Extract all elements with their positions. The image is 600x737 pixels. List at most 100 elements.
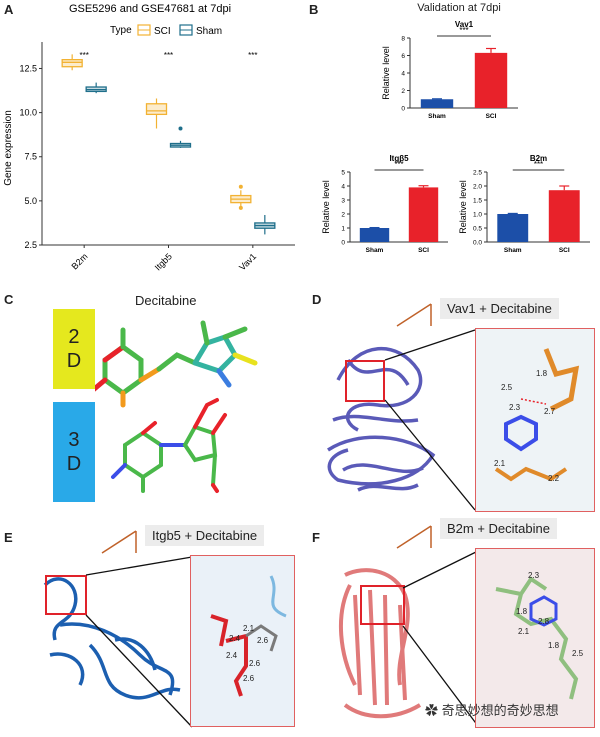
docking-tag-vav1: Vav1 + Decitabine [440,298,559,319]
bar-sci [548,190,580,242]
y-tick-label: 0 [401,106,405,113]
bar-sci [474,52,508,108]
y-tick-label: 5 [341,170,345,177]
distance-label: 2.4 [229,634,241,643]
x-tick-label: Itgb5 [153,251,174,272]
distance-label: 2.4 [226,651,238,660]
b2m-protein-structure [339,568,422,719]
watermark-text: 奇思妙想的奇妙思想 [441,703,559,718]
x-tick-label: SCI [486,113,497,120]
y-tick-label: 10.0 [19,108,37,118]
significance-label: *** [79,51,88,60]
panel-letter-b: B [309,2,319,17]
vav1-binding-site-highlight [345,360,385,402]
y-tick-label: 2.5 [473,170,482,177]
x-tick-label: Sham [504,247,522,254]
bar-chart-itgb5: Itgβ5 Relative level 0 1 2 3 4 5 Sham SCI *** [321,154,448,254]
y-tick-label: 0.5 [473,226,482,233]
y-axis-label: Gene expression [3,110,14,186]
vav1-ligand-sticks [494,348,580,482]
y-axis-label: Relative level [321,180,331,234]
panel-b-title: Validation at 7dpi [417,2,501,14]
panel-letter-f: F [312,530,320,545]
bar-chart-b2m: B2m Relative level 0.0 0.5 1.0 1.5 2.0 2.5 Sham S… [458,154,590,254]
significance-label: *** [248,51,257,60]
bar-sci [408,187,439,242]
distance-label: 2.6 [249,659,261,668]
legend-label: Sham [196,26,222,37]
zoom-lines [85,556,193,728]
watermark: ✿ 奇思妙想的奇妙思想 [425,700,559,719]
distance-label: 2.5 [501,383,513,392]
y-tick-label: 2.0 [473,184,482,191]
box-outlier [238,184,243,189]
bar-chart-vav1: Vav1 Relative level 0 2 4 6 8 Sham SCI *** [381,20,518,120]
box-outlier [178,126,183,131]
vav1-protein-structure [327,346,436,492]
x-tick-label: Vav1 [237,251,258,272]
y-tick-label: 0.0 [473,240,482,247]
distance-label: 2.3 [509,403,521,412]
distance-label: 2.6 [257,636,269,645]
chart-title: GSE5296 and GSE47681 at 7dpi [69,3,231,15]
x-tick-label: B2m [69,251,89,271]
itgb5-binding-detail: 2.1 2.4 2.4 2.6 2.6 2.6 [190,555,295,727]
zoom-lines [384,329,476,511]
y-tick-label: 2 [401,88,405,95]
box-sci [145,103,168,116]
y-tick-label: 4 [401,71,405,78]
b2m-binding-detail: 2.3 1.8 2.8 2.1 1.8 2.5 [475,548,595,728]
legend-label: SCI [154,26,171,37]
docking-tag-itgb5: Itgb5 + Decitabine [145,525,265,546]
itgb5-ligand-sticks [210,575,287,697]
distance-label: 1.8 [536,369,548,378]
significance-label: *** [164,51,173,60]
legend-title: Type [110,25,132,36]
distance-label: 2.3 [528,571,540,580]
panel-letter-e: E [4,530,13,545]
y-axis-label: Relative level [381,46,391,100]
axes: 2.5 5.0 7.5 10.0 12.5 B2m Itgb5 Vav1 [19,42,295,273]
x-tick-label: SCI [418,247,429,254]
zoom-lines [402,550,479,727]
panel-letter-a: A [4,2,14,17]
bar-sham [497,214,529,242]
distance-label: 2.8 [538,617,550,626]
itgb5-binding-site-highlight [45,575,87,615]
distance-label: 1.8 [548,641,560,650]
distance-label: 2.1 [243,624,255,633]
distance-label: 2.1 [494,459,506,468]
y-tick-label: 7.5 [24,152,37,162]
distance-label: 2.7 [544,407,556,416]
wechat-icon: ✿ [425,703,442,718]
panel-letter-c: C [4,292,14,307]
b2m-binding-site-highlight [360,585,405,625]
pointer-bracket-icon [396,525,432,549]
legend: SCI Sham [137,24,222,37]
pointer-bracket-icon [396,303,432,327]
significance-label: *** [459,26,468,35]
label-3d-box: 3 D [53,402,95,502]
distance-label: 2.6 [243,674,255,683]
significance-label: *** [394,160,403,169]
x-tick-label: Sham [366,247,384,254]
decitabine-title: Decitabine [135,293,197,308]
y-tick-label: 2 [341,212,345,219]
decitabine-molecule-image [95,320,258,493]
y-tick-label: 1.5 [473,198,482,205]
label-2d-box: 2 D [53,309,95,389]
pointer-bracket-icon [101,530,137,554]
significance-label: *** [534,160,543,169]
distance-label: 2.2 [548,474,560,483]
y-tick-label: 1 [341,226,345,233]
box-outlier [238,205,243,210]
distance-label: 2.5 [572,649,584,658]
plot-area: *** *** *** [61,51,276,235]
vav1-binding-detail: 1.8 2.5 2.3 2.7 2.1 2.2 [475,328,595,512]
x-tick-label: Sham [428,113,446,120]
distance-label: 2.1 [518,627,530,636]
x-tick-label: SCI [559,247,570,254]
y-tick-label: 8 [401,36,405,43]
y-tick-label: 4 [341,184,345,191]
y-tick-label: 1.0 [473,212,482,219]
